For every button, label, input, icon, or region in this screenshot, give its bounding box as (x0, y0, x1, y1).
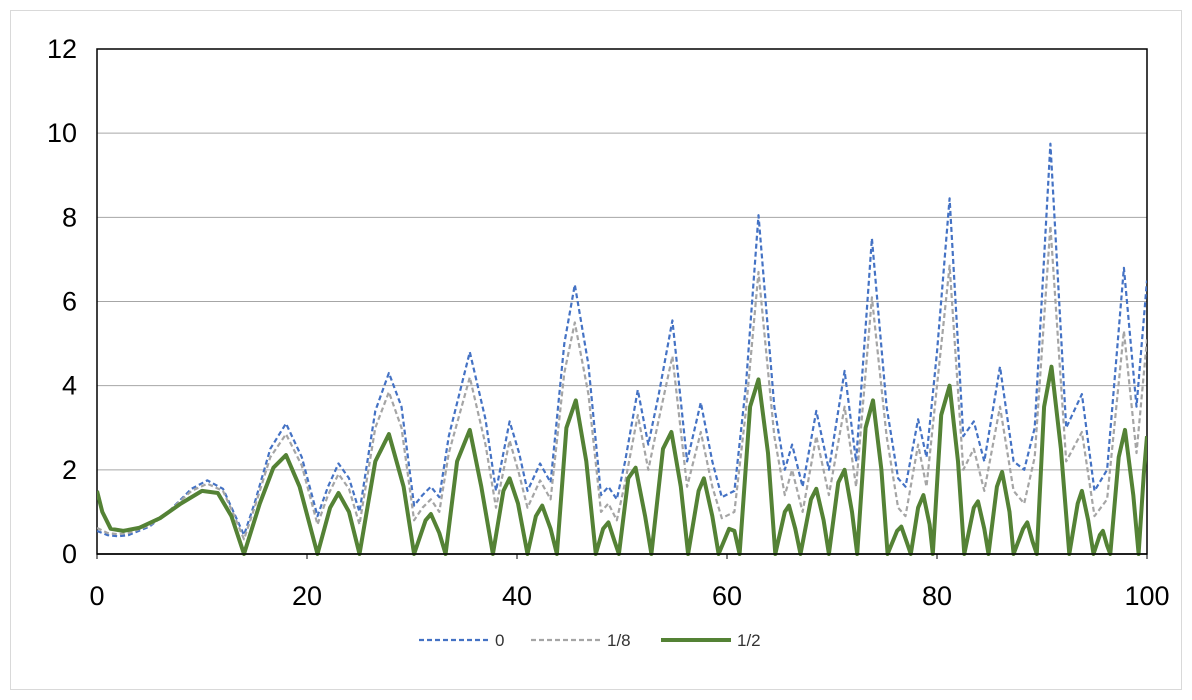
gridlines (97, 132, 1147, 471)
x-tick-label: 0 (89, 581, 104, 611)
y-tick-label: 4 (62, 371, 77, 401)
series-line-0 (97, 142, 1147, 538)
legend-label: 0 (495, 631, 504, 650)
series-layer (97, 142, 1147, 556)
x-tick-label: 80 (922, 581, 952, 611)
y-tick-label: 12 (47, 34, 77, 64)
series-line-1 (97, 224, 1147, 541)
legend-label: 1/2 (737, 631, 761, 650)
y-tick-label: 6 (62, 287, 77, 317)
x-tick-label: 60 (712, 581, 742, 611)
x-tick-label: 100 (1124, 581, 1169, 611)
x-tick-label: 40 (502, 581, 532, 611)
y-tick-labels: 0 2 4 6 8 10 12 (47, 34, 77, 569)
legend: 0 1/8 1/2 (419, 631, 761, 650)
chart-frame (10, 10, 1182, 690)
y-tick-label: 0 (62, 539, 77, 569)
x-tick-label: 20 (292, 581, 322, 611)
y-tick-label: 2 (62, 455, 77, 485)
x-tick-labels: 0 20 40 60 80 100 (89, 554, 1170, 611)
y-tick-label: 10 (47, 118, 77, 148)
y-tick-label: 8 (62, 202, 77, 232)
legend-label: 1/8 (607, 631, 631, 650)
